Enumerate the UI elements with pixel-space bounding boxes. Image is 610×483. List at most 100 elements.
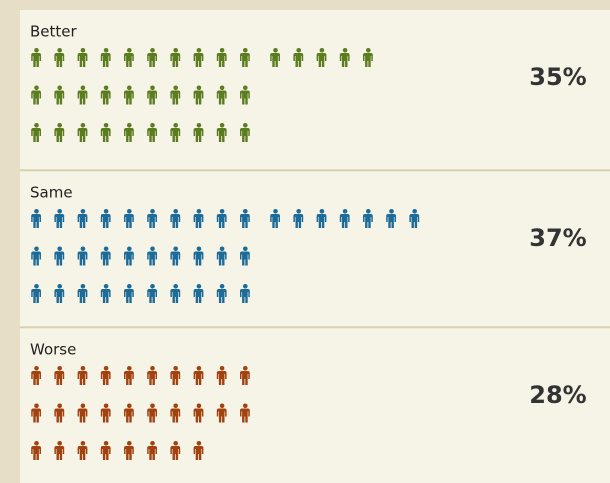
person-icon — [193, 128, 204, 142]
person-head — [57, 123, 62, 128]
person-icon — [240, 90, 250, 105]
person-icon — [77, 251, 88, 266]
category-label: Better — [30, 23, 78, 41]
person-head — [80, 441, 86, 446]
person-icon — [193, 446, 204, 460]
person-head — [219, 85, 225, 91]
person-icon — [77, 371, 88, 385]
person-head — [127, 284, 132, 289]
person-icon — [100, 408, 111, 423]
person-icon — [293, 53, 304, 67]
person-head — [173, 123, 178, 128]
person-icon — [293, 214, 304, 228]
person-icon — [31, 251, 41, 266]
person-head — [150, 403, 155, 409]
person-head — [196, 48, 202, 53]
person-icon — [170, 214, 181, 228]
person-icon — [124, 371, 134, 385]
person-icon — [240, 53, 250, 67]
person-head — [196, 441, 202, 446]
person-head — [296, 48, 302, 53]
person-icon — [77, 408, 88, 423]
person-icon — [409, 214, 420, 228]
person-head — [57, 284, 62, 289]
person-head — [243, 123, 248, 128]
person-icon — [124, 251, 134, 266]
person-icon — [100, 53, 111, 67]
person-icon — [100, 251, 111, 266]
person-icon — [170, 408, 181, 423]
person-icon — [31, 90, 41, 105]
person-icon — [124, 53, 134, 67]
person-head — [219, 403, 225, 409]
person-head — [103, 441, 109, 446]
person-head — [103, 366, 109, 371]
person-icon — [216, 371, 227, 385]
person-icon — [170, 53, 181, 67]
person-head — [389, 209, 394, 214]
value-label: 37% — [529, 224, 586, 252]
person-head — [366, 48, 371, 53]
person-icon — [193, 214, 204, 228]
person-head — [57, 366, 62, 371]
person-icon — [339, 53, 350, 67]
person-icon — [216, 128, 227, 142]
person-head — [196, 85, 202, 91]
person-head — [34, 123, 39, 128]
person-icon — [54, 214, 65, 228]
person-head — [103, 209, 109, 214]
person-head — [243, 366, 248, 371]
person-head — [34, 48, 39, 53]
person-icon — [124, 408, 134, 423]
person-head — [34, 441, 39, 446]
person-icon — [124, 90, 134, 105]
person-icon — [363, 214, 373, 228]
person-head — [243, 284, 248, 289]
person-head — [196, 284, 202, 289]
person-head — [219, 209, 225, 214]
person-head — [80, 85, 86, 91]
person-icon — [100, 289, 111, 303]
person-icon — [363, 53, 373, 67]
person-head — [150, 366, 155, 371]
person-icon — [386, 214, 396, 228]
person-head — [127, 85, 132, 91]
person-head — [173, 284, 178, 289]
person-head — [80, 366, 86, 371]
person-head — [127, 366, 132, 371]
person-head — [173, 403, 178, 409]
person-head — [173, 209, 178, 214]
person-icon — [193, 251, 204, 266]
person-head — [103, 48, 109, 53]
person-head — [219, 246, 225, 252]
person-head — [127, 246, 132, 252]
person-icon — [147, 289, 157, 303]
person-icon — [240, 214, 250, 228]
person-icon — [54, 53, 65, 67]
person-icon — [216, 251, 227, 266]
person-icon — [147, 446, 157, 460]
person-head — [196, 246, 202, 252]
person-head — [273, 48, 278, 53]
person-icon — [54, 251, 65, 266]
person-icon — [216, 289, 227, 303]
person-head — [173, 85, 178, 91]
person-head — [219, 284, 225, 289]
person-icon — [193, 371, 204, 385]
panel — [20, 171, 610, 326]
person-icon — [170, 371, 181, 385]
person-icon — [170, 446, 181, 460]
person-icon — [77, 289, 88, 303]
person-head — [57, 85, 62, 91]
person-icon — [240, 408, 250, 423]
person-icon — [147, 408, 157, 423]
person-icon — [100, 214, 111, 228]
value-label: 28% — [529, 381, 586, 409]
person-icon — [216, 408, 227, 423]
person-head — [366, 209, 371, 214]
person-icon — [240, 289, 250, 303]
person-icon — [216, 214, 227, 228]
person-head — [127, 209, 132, 214]
person-icon — [31, 371, 41, 385]
